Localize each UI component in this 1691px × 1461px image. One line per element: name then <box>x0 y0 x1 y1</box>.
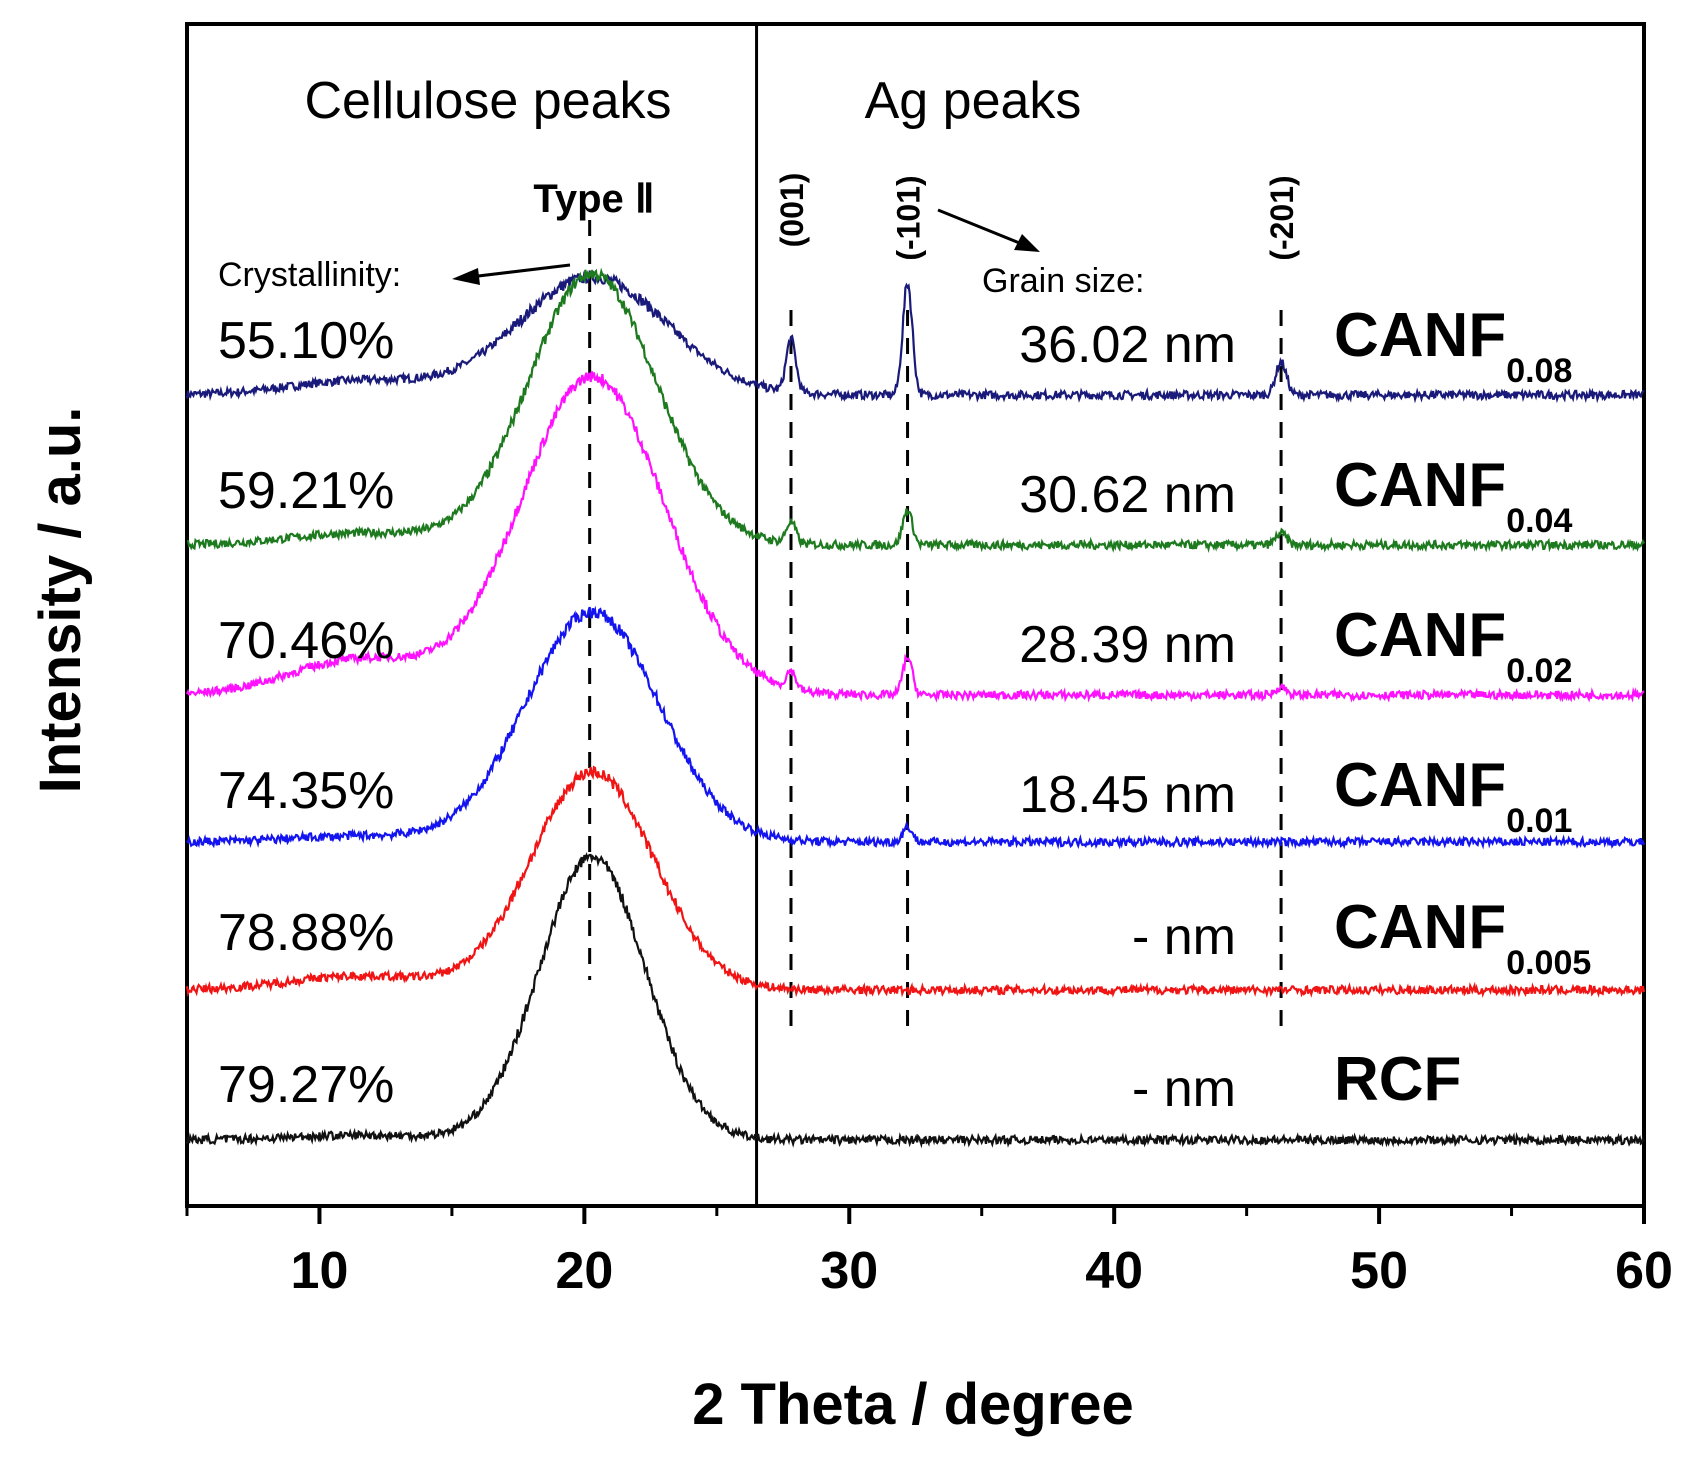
grain-size-arrow <box>937 208 1023 246</box>
xrd-series-line <box>185 371 1645 703</box>
grain-size-value: 36.02 nm <box>1019 316 1236 374</box>
crystallinity-label: Crystallinity: <box>218 256 401 294</box>
sample-subscript: 0.005 <box>1506 944 1591 982</box>
grain-size-value: - nm <box>1132 1060 1236 1118</box>
sample-label: CANF0.04 <box>1334 451 1572 540</box>
sample-label: CANF0.01 <box>1334 751 1572 840</box>
sample-name: RCF <box>1334 1045 1461 1114</box>
crystallinity-arrow <box>469 263 571 279</box>
x-tick-label: 50 <box>1350 1242 1408 1300</box>
sample-name: CANF <box>1334 301 1506 370</box>
sample-name: CANF <box>1334 751 1506 820</box>
crystallinity-arrowhead <box>452 268 480 285</box>
sample-label: CANF0.005 <box>1334 893 1591 982</box>
plane-label: (001) <box>774 173 810 248</box>
grain-size-values: 36.02 nm 30.62 nm 28.39 nm 18.45 nm - nm - nm <box>1019 316 1236 1118</box>
crystallinity-value: 59.21% <box>218 462 394 520</box>
x-axis-title: 2 Theta / degree <box>692 1372 1134 1437</box>
grain-size-value: 18.45 nm <box>1019 766 1236 824</box>
x-tick-label: 60 <box>1615 1242 1673 1300</box>
sample-label: RCF <box>1334 1045 1461 1114</box>
plot-frame <box>185 22 1646 1208</box>
x-tick-label: 40 <box>1085 1242 1143 1300</box>
crystallinity-values: 55.10% 59.21% 70.46% 74.35% 78.88% 79.27% <box>218 312 394 1114</box>
xrd-series-line <box>186 267 1645 553</box>
sample-subscript: 0.04 <box>1506 502 1572 540</box>
dashed-reference-lines <box>588 220 1283 1030</box>
sample-subscript: 0.02 <box>1506 652 1572 690</box>
xrd-series-line <box>185 852 1646 1149</box>
crystallinity-value: 79.27% <box>218 1056 394 1114</box>
xrd-series-line <box>186 605 1646 850</box>
crystallinity-value: 78.88% <box>218 904 394 962</box>
plane-label: (-201) <box>1264 175 1300 260</box>
y-axis-title: Intensity / a.u. <box>28 407 93 794</box>
xrd-series-line <box>185 269 1645 404</box>
sample-name: CANF <box>1334 601 1506 670</box>
xrd-series-line <box>185 765 1646 999</box>
plane-label: (-101) <box>891 175 927 260</box>
xrd-curves <box>185 267 1646 1149</box>
x-tick-label: 20 <box>555 1242 613 1300</box>
x-tick-label: 10 <box>291 1242 349 1300</box>
x-axis-ticks: 10 20 30 40 50 60 <box>185 1206 1673 1300</box>
grain-size-value: 30.62 nm <box>1019 466 1236 524</box>
sample-label: CANF0.08 <box>1334 301 1572 390</box>
grain-size-value: 28.39 nm <box>1019 616 1236 674</box>
ag-region-label: Ag peaks <box>865 72 1082 130</box>
cellulose-region-label: Cellulose peaks <box>304 72 671 130</box>
sample-name: CANF <box>1334 893 1506 962</box>
crystallinity-value: 74.35% <box>218 762 394 820</box>
sample-subscript: 0.01 <box>1506 802 1572 840</box>
plane-labels: (001) (-101) (-201) <box>774 173 1300 261</box>
grain-size-arrowhead <box>1014 234 1040 252</box>
sample-label: CANF0.02 <box>1334 601 1572 690</box>
x-tick-label: 30 <box>820 1242 878 1300</box>
crystallinity-value: 55.10% <box>218 312 394 370</box>
type-peak-label: Type Ⅱ <box>533 177 654 221</box>
grain-size-label: Grain size: <box>982 262 1145 300</box>
sample-subscript: 0.08 <box>1506 352 1572 390</box>
sample-labels: CANF0.08CANF0.04CANF0.02CANF0.01CANF0.00… <box>1334 301 1591 1114</box>
sample-name: CANF <box>1334 451 1506 520</box>
crystallinity-value: 70.46% <box>218 612 394 670</box>
grain-size-value: - nm <box>1132 908 1236 966</box>
